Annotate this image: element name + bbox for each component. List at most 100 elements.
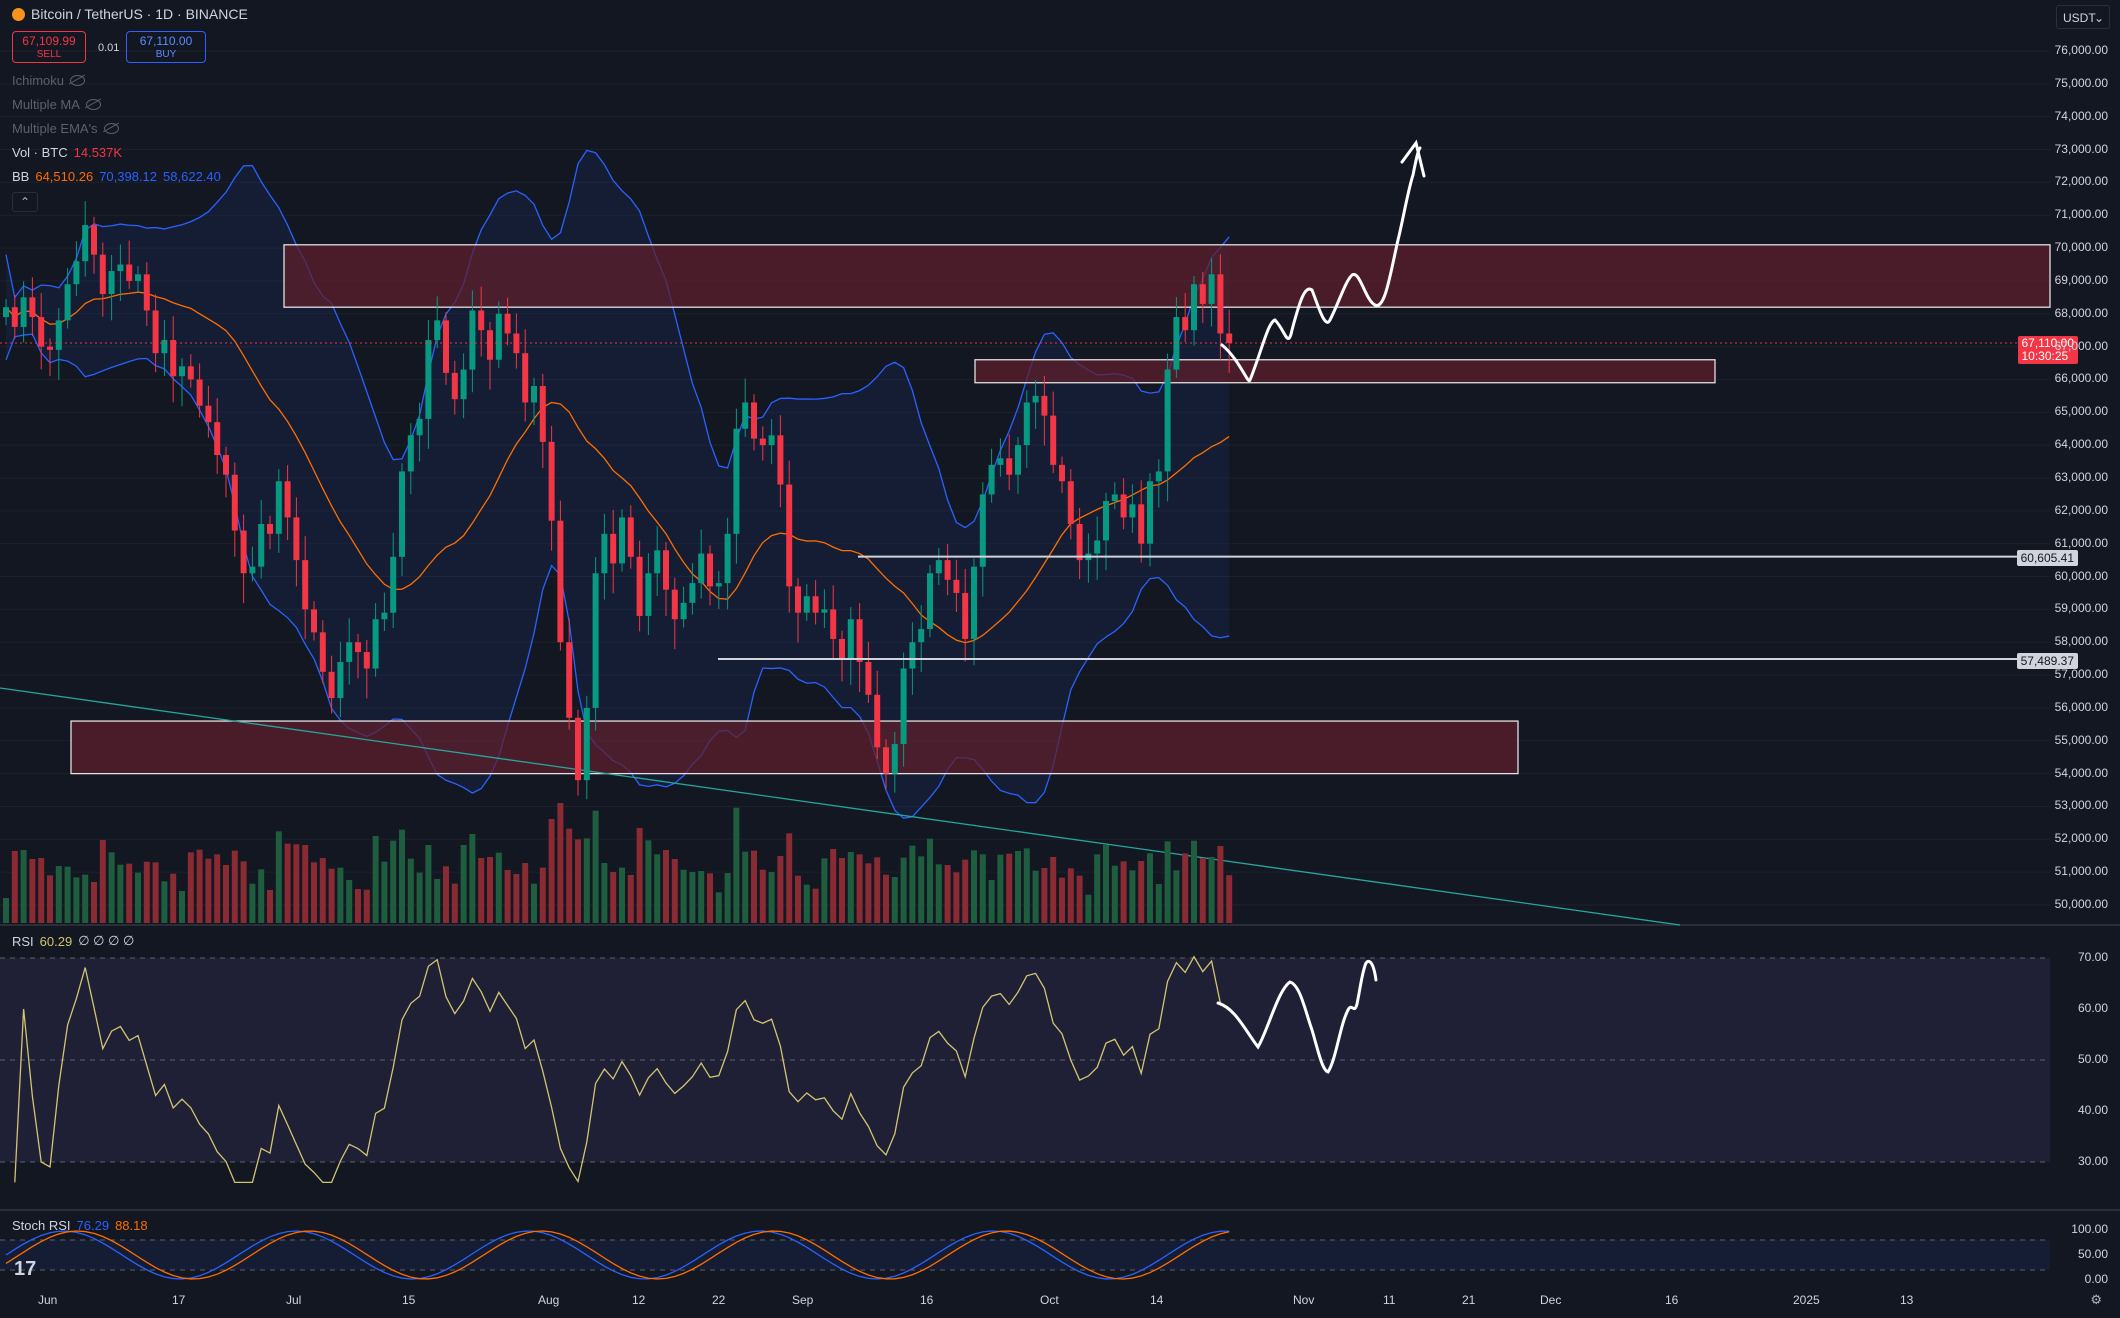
settings-gear-icon[interactable]: ⚙ bbox=[2090, 1292, 2102, 1307]
stoch-rsi-pane bbox=[0, 1230, 2050, 1280]
candle-body bbox=[715, 583, 722, 587]
candle-body bbox=[73, 261, 80, 285]
volume-bar bbox=[487, 857, 493, 923]
tradingview-logo-icon[interactable]: 17 bbox=[14, 1258, 37, 1280]
candle-body bbox=[1164, 369, 1171, 472]
candle-body bbox=[988, 464, 995, 495]
candle-body bbox=[935, 560, 942, 574]
legend-bb[interactable]: BB 64,510.26 70,398.12 58,622.40 bbox=[12, 169, 221, 184]
volume-bar bbox=[1226, 875, 1233, 923]
candle-body bbox=[64, 284, 71, 321]
support-zone bbox=[70, 720, 1519, 775]
sell-button[interactable]: 67,109.99 SELL bbox=[12, 31, 86, 63]
volume-bar bbox=[1050, 857, 1057, 923]
multiple-ma-label: Multiple MA bbox=[12, 97, 80, 112]
bollinger-bands bbox=[5, 149, 1230, 820]
volume-bar bbox=[583, 838, 590, 923]
volume-bar bbox=[328, 868, 335, 923]
collapse-legend-button[interactable]: ⌃ bbox=[12, 192, 38, 212]
candle-body bbox=[759, 438, 766, 446]
time-tick-label: 17 bbox=[172, 1293, 186, 1307]
candle-body bbox=[689, 583, 696, 603]
candle-body bbox=[751, 402, 757, 439]
currency-label: USDT bbox=[2063, 11, 2096, 25]
price-tick-label: 59,000.00 bbox=[2054, 601, 2108, 616]
symbol-title[interactable]: Bitcoin / TetherUS · 1D · BINANCE bbox=[31, 6, 248, 22]
candle-body bbox=[3, 307, 9, 318]
volume-bar bbox=[715, 892, 722, 923]
volume-bar bbox=[1032, 870, 1039, 923]
bb-lower-value: 58,622.40 bbox=[163, 169, 221, 184]
small-zone bbox=[974, 359, 1716, 384]
candle-body bbox=[143, 274, 150, 311]
volume-bar bbox=[592, 810, 599, 923]
buy-button[interactable]: 67,110.00 BUY bbox=[126, 31, 206, 63]
volume-bar bbox=[918, 856, 925, 923]
candle-body bbox=[742, 402, 749, 429]
legend-multiple-ma[interactable]: Multiple MA bbox=[12, 97, 101, 112]
volume-bar bbox=[610, 872, 617, 923]
bb-basis-line bbox=[5, 291, 1230, 644]
rsi-tick-label: 40.00 bbox=[2077, 1103, 2108, 1117]
volume-bar bbox=[513, 874, 520, 923]
vol-value: 14.537K bbox=[73, 145, 123, 160]
volume-bar bbox=[55, 866, 62, 923]
candle-body bbox=[856, 619, 863, 662]
time-tick-label: 15 bbox=[402, 1293, 416, 1307]
time-tick-label: 2025 bbox=[1793, 1293, 1820, 1307]
candle-body bbox=[135, 274, 141, 281]
legend-stoch-rsi[interactable]: Stoch RSI 76.29 88.18 bbox=[12, 1218, 148, 1233]
level2-tag: 57,489.37 bbox=[2016, 653, 2078, 669]
price-tick-label: 64,000.00 bbox=[2054, 437, 2108, 452]
bb-label: BB bbox=[12, 169, 30, 184]
candle-body bbox=[1076, 523, 1083, 561]
stoch-tick-label: 100.00 bbox=[2071, 1222, 2108, 1236]
candle-body bbox=[1138, 504, 1145, 544]
volume-bar bbox=[231, 850, 238, 923]
candle-body bbox=[918, 629, 925, 643]
legend-ichimoku[interactable]: Ichimoku bbox=[12, 73, 86, 88]
candle-body bbox=[337, 661, 344, 699]
time-tick-label: 13 bbox=[1900, 1293, 1914, 1307]
rsi-extra: ∅ ∅ ∅ ∅ bbox=[78, 933, 135, 948]
bb-basis-value: 64,510.26 bbox=[35, 169, 94, 184]
volume-bar bbox=[856, 854, 863, 923]
volume-bar bbox=[1076, 875, 1083, 923]
volume-bar bbox=[284, 843, 291, 923]
ichimoku-label: Ichimoku bbox=[12, 73, 65, 88]
volume-bar bbox=[654, 854, 661, 923]
volume-bar bbox=[575, 839, 581, 923]
hidden-eye-icon[interactable] bbox=[103, 123, 119, 134]
volume-bar bbox=[214, 854, 221, 923]
volume-bar bbox=[927, 838, 933, 923]
vol-label: Vol · BTC bbox=[12, 145, 68, 160]
volume-bar bbox=[742, 851, 749, 923]
volume-bar bbox=[267, 890, 273, 923]
candle-body bbox=[231, 474, 238, 531]
volume-bar bbox=[126, 863, 133, 923]
stoch-d-value: 88.18 bbox=[115, 1218, 148, 1233]
price-tick-label: 67,000.00 bbox=[2054, 338, 2108, 353]
candle-body bbox=[275, 481, 282, 534]
currency-select[interactable]: USDT ⌄ bbox=[2056, 5, 2110, 29]
legend-rsi[interactable]: RSI 60.29 ∅ ∅ ∅ ∅ bbox=[12, 933, 134, 949]
legend-volume[interactable]: Vol · BTC 14.537K bbox=[12, 145, 122, 160]
hidden-eye-icon[interactable] bbox=[70, 75, 86, 86]
volume-bar bbox=[1111, 865, 1118, 923]
legend-multiple-ema[interactable]: Multiple EMA's bbox=[12, 121, 119, 136]
candle-body bbox=[20, 297, 27, 327]
volume-bar bbox=[971, 850, 977, 923]
candle-body bbox=[363, 652, 370, 669]
rsi-label: RSI bbox=[12, 933, 34, 949]
candle-body bbox=[812, 596, 819, 613]
hidden-eye-icon[interactable] bbox=[85, 99, 101, 110]
candle-body bbox=[170, 340, 177, 377]
volume-bar bbox=[381, 861, 388, 923]
candle-body bbox=[627, 517, 634, 557]
volume-bar bbox=[839, 858, 845, 923]
volume-bar bbox=[179, 891, 185, 923]
candle-body bbox=[381, 612, 388, 620]
candle-body bbox=[416, 418, 423, 436]
candle-body bbox=[126, 264, 133, 281]
